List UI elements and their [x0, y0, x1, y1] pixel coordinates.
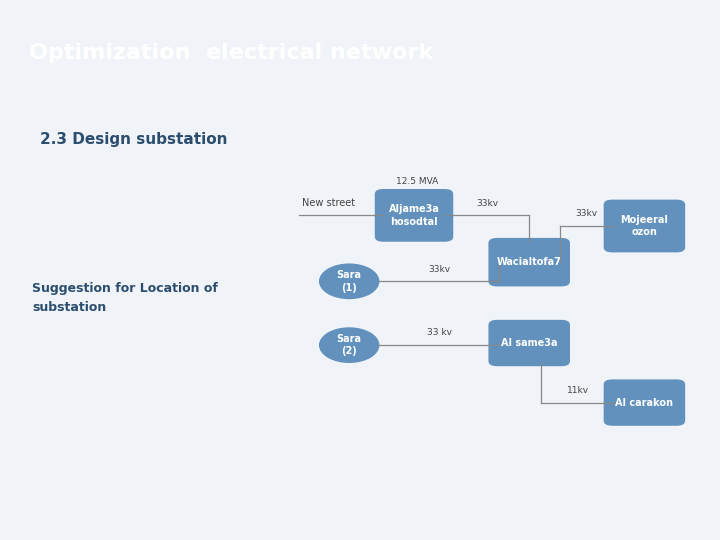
Text: 11kv: 11kv — [567, 386, 589, 395]
Text: Sara
(1): Sara (1) — [337, 270, 361, 293]
FancyBboxPatch shape — [603, 380, 685, 426]
Text: New street: New street — [302, 198, 356, 208]
Circle shape — [319, 264, 379, 299]
Text: 33kv: 33kv — [476, 199, 498, 208]
Circle shape — [319, 327, 379, 363]
Text: 33kv: 33kv — [428, 265, 450, 274]
Text: 12.5 MVA: 12.5 MVA — [397, 178, 438, 186]
Text: Al carakon: Al carakon — [616, 397, 673, 408]
Text: 33kv: 33kv — [576, 210, 598, 218]
Text: Suggestion for Location of
substation: Suggestion for Location of substation — [32, 282, 218, 314]
Text: Optimization  electrical network: Optimization electrical network — [29, 43, 433, 63]
Text: Aljame3a
hosodtal: Aljame3a hosodtal — [389, 204, 439, 227]
Text: Al same3a: Al same3a — [501, 338, 557, 348]
FancyBboxPatch shape — [374, 189, 454, 242]
Text: Wacialtofa7: Wacialtofa7 — [497, 257, 562, 267]
FancyBboxPatch shape — [488, 238, 570, 286]
FancyBboxPatch shape — [603, 200, 685, 252]
Text: Sara
(2): Sara (2) — [337, 334, 361, 356]
Text: 33 kv: 33 kv — [426, 328, 451, 338]
Text: 2.3 Design substation: 2.3 Design substation — [40, 132, 227, 147]
Text: Mojeeral
ozon: Mojeeral ozon — [621, 215, 668, 237]
FancyBboxPatch shape — [488, 320, 570, 366]
